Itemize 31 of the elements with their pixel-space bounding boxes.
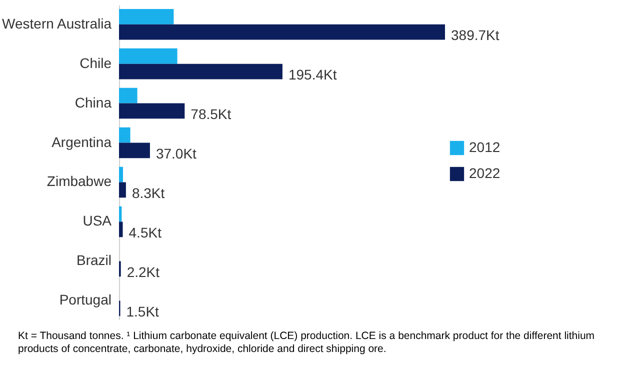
- bar: [119, 88, 138, 104]
- bar: [119, 222, 123, 238]
- y-tick-label: USA: [82, 212, 112, 229]
- y-tick-label: Brazil: [76, 252, 112, 268]
- bar: [119, 103, 185, 119]
- y-tick-label: Western Australia: [2, 15, 112, 32]
- bar: [119, 8, 174, 24]
- legend-label: 2012: [469, 139, 500, 155]
- y-tick-label: China: [74, 94, 112, 110]
- text: Kt = Thousand tonnes. ¹ Lithium carbonate equivalent (LCE) production. LCE is a benchmark product for the different lithium products of concentrate, carbonate, hydroxide, chloride and direct shipping ore.: [18, 330, 596, 356]
- data-label: 4.5Kt: [128, 224, 162, 240]
- data-label: 1.5Kt: [126, 303, 160, 320]
- y-tick-label: Chile: [80, 54, 112, 71]
- bar: [119, 64, 282, 80]
- bar: [119, 182, 126, 198]
- bar: [119, 166, 124, 182]
- bar: [119, 24, 445, 40]
- y-tick-label: Argentina: [52, 134, 112, 150]
- bar: [119, 206, 122, 222]
- bar: [119, 142, 150, 158]
- bar: [119, 127, 130, 143]
- legend-label: 2022: [469, 165, 500, 181]
- data-label: 195.4Kt: [288, 66, 337, 83]
- data-label: 37.0Kt: [156, 145, 197, 162]
- data-label: 8.3Kt: [132, 184, 165, 201]
- data-label: 78.5Kt: [190, 106, 232, 122]
- data-label: 389.7Kt: [451, 27, 500, 44]
- data-label: 2.2Kt: [126, 264, 160, 280]
- y-tick-label: Zimbabwe: [46, 173, 112, 190]
- y-tick-label: Portugal: [59, 292, 112, 308]
- bar: [119, 48, 178, 64]
